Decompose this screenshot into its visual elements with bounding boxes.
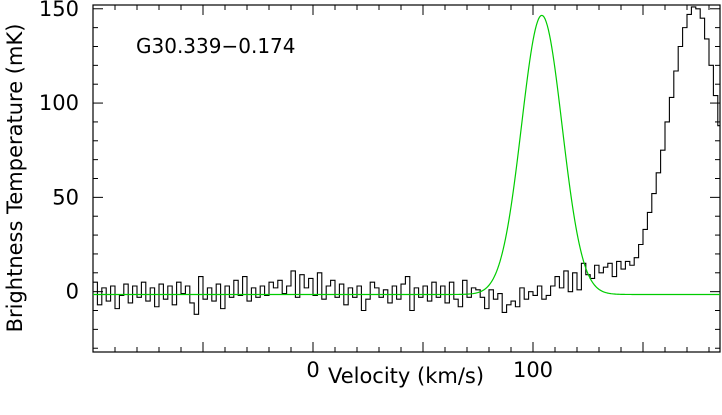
y-tick-label: 150 [39,0,79,21]
axis-tick-labels: 0 100 0 50 100 150 [39,0,553,382]
axis-ticks [92,5,720,352]
source-name-label: G30.339−0.174 [136,34,296,58]
y-tick-label: 100 [39,91,79,115]
spectrum-series-line [93,6,720,315]
x-tick-label: 0 [306,358,319,382]
x-tick-label: 100 [513,358,553,382]
gaussian-fit-line [93,14,720,296]
x-axis-label: Velocity (km/s) [328,364,484,388]
y-tick-label: 0 [66,280,79,304]
y-tick-label: 50 [52,185,79,209]
y-axis-label: Brightness Temperature (mK) [3,24,27,333]
